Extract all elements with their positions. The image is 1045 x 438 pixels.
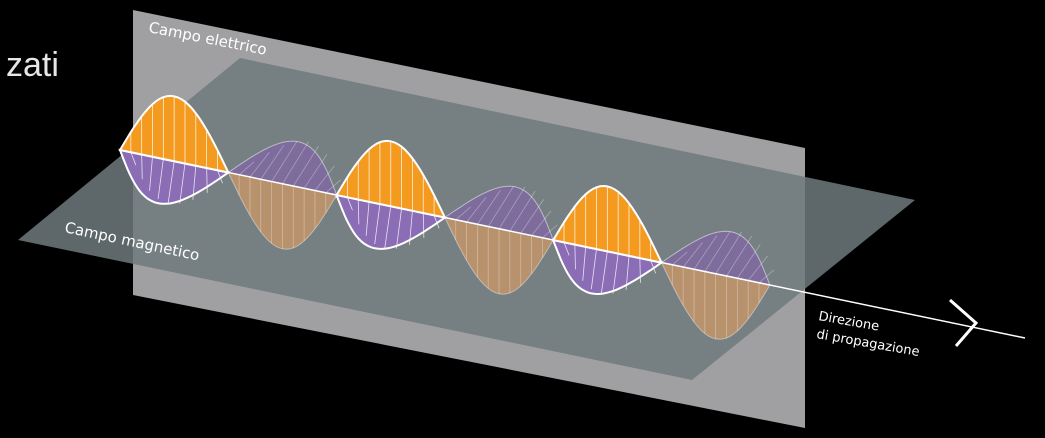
wave-diagram: zati Campo elettrico Campo magnetico Dir… xyxy=(0,0,1045,438)
page-title: zati xyxy=(6,46,59,84)
